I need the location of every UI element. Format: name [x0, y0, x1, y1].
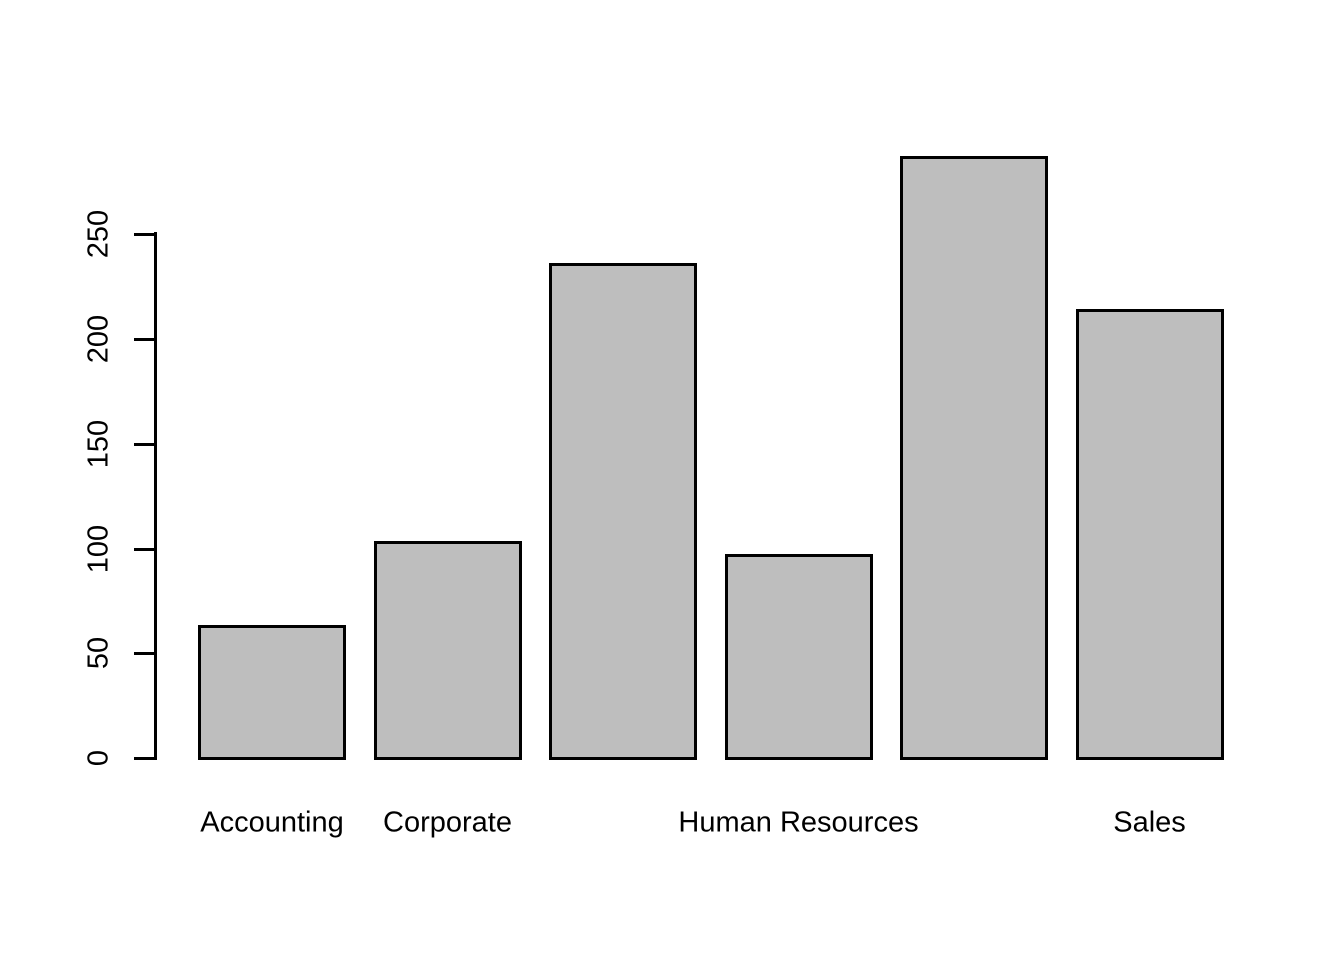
x-axis-label-human-resources: Human Resources	[678, 806, 919, 839]
bar-accounting	[198, 625, 346, 760]
bar-5	[900, 156, 1048, 760]
y-axis-tick-label: 150	[82, 419, 115, 469]
bar-human-resources	[725, 554, 873, 760]
y-axis-tick-label: 100	[82, 524, 115, 573]
y-axis-tick-label: 200	[82, 314, 115, 364]
y-axis-tick	[134, 757, 154, 760]
y-axis-line	[154, 232, 157, 760]
bar-3	[549, 263, 697, 760]
y-axis-tick	[134, 547, 154, 551]
y-axis-tick	[134, 652, 154, 656]
x-axis-label-sales: Sales	[1113, 806, 1186, 839]
y-axis-tick	[134, 442, 154, 446]
bar-corporate	[374, 541, 522, 760]
y-axis-tick	[134, 233, 154, 237]
x-axis-label-accounting: Accounting	[200, 806, 344, 839]
x-axis-label-corporate: Corporate	[383, 806, 512, 839]
y-axis-tick-label: 250	[82, 210, 115, 259]
y-axis-tick	[134, 338, 154, 342]
y-axis-tick-label: 50	[82, 637, 115, 670]
bar-sales	[1076, 309, 1224, 760]
y-axis-tick-label: 0	[82, 749, 115, 767]
